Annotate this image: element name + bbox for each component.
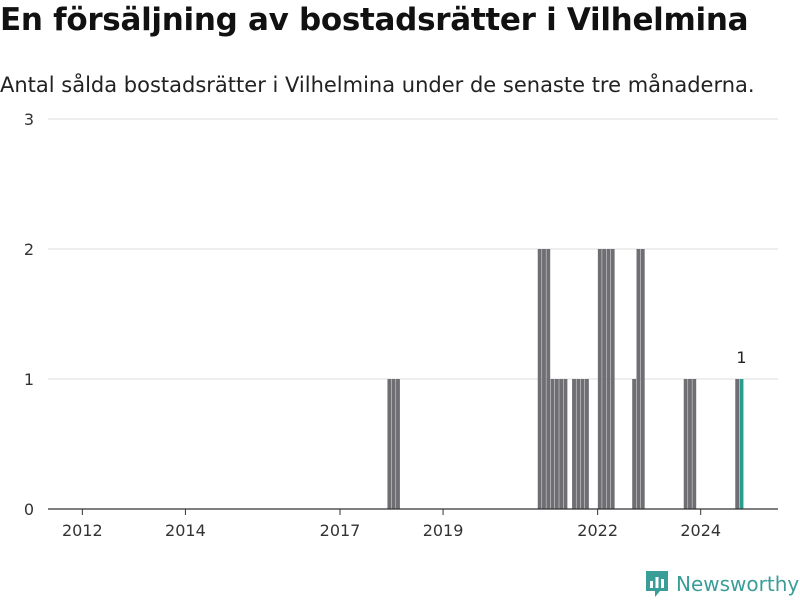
x-tick-label: 2019 [423,521,464,540]
bar [396,379,400,509]
bar [692,379,697,509]
y-tick-label: 3 [24,110,34,129]
bar [550,379,555,509]
bar [559,379,564,509]
bar [606,249,611,509]
bar [576,379,581,509]
bar [602,249,607,509]
bars [387,249,744,509]
bar [542,249,546,509]
bar [688,379,692,509]
gridlines [48,118,778,380]
brand-name: Newsworthy [676,572,800,596]
bar [636,249,641,509]
chart-title: En försäljning av bostadsrätter i Vilhel… [0,2,749,38]
data-label-last: 1 [736,348,746,367]
bar [584,379,589,509]
bar [546,249,551,509]
bar [610,249,615,509]
x-tick-label: 2014 [165,521,206,540]
bar [554,379,559,509]
x-tick-label: 2012 [62,521,103,540]
bar [683,379,688,509]
bar [640,249,645,509]
x-tick-label: 2017 [320,521,361,540]
newsworthy-logo-icon [646,571,668,597]
bar [580,379,585,509]
bar [597,249,602,509]
chart-labels: 0 1 2 3 2012 2014 2017 2019 2022 2024 1 [24,110,747,540]
bar [572,379,576,509]
y-tick-label: 0 [24,500,34,519]
chart-subtitle: Antal sålda bostadsrätter i Vilhelmina u… [0,73,755,97]
x-tick-label: 2024 [680,521,721,540]
bar [391,379,396,509]
bar-highlight [739,379,744,509]
newsworthy-brand[interactable]: Newsworthy [644,569,799,599]
bar [735,379,740,509]
bar [537,249,542,509]
y-tick-label: 2 [24,240,34,259]
bar [632,379,637,509]
axes [48,508,778,515]
x-tick-label: 2022 [577,521,618,540]
bar [563,379,568,509]
y-tick-label: 1 [24,370,34,389]
bar [387,379,392,509]
